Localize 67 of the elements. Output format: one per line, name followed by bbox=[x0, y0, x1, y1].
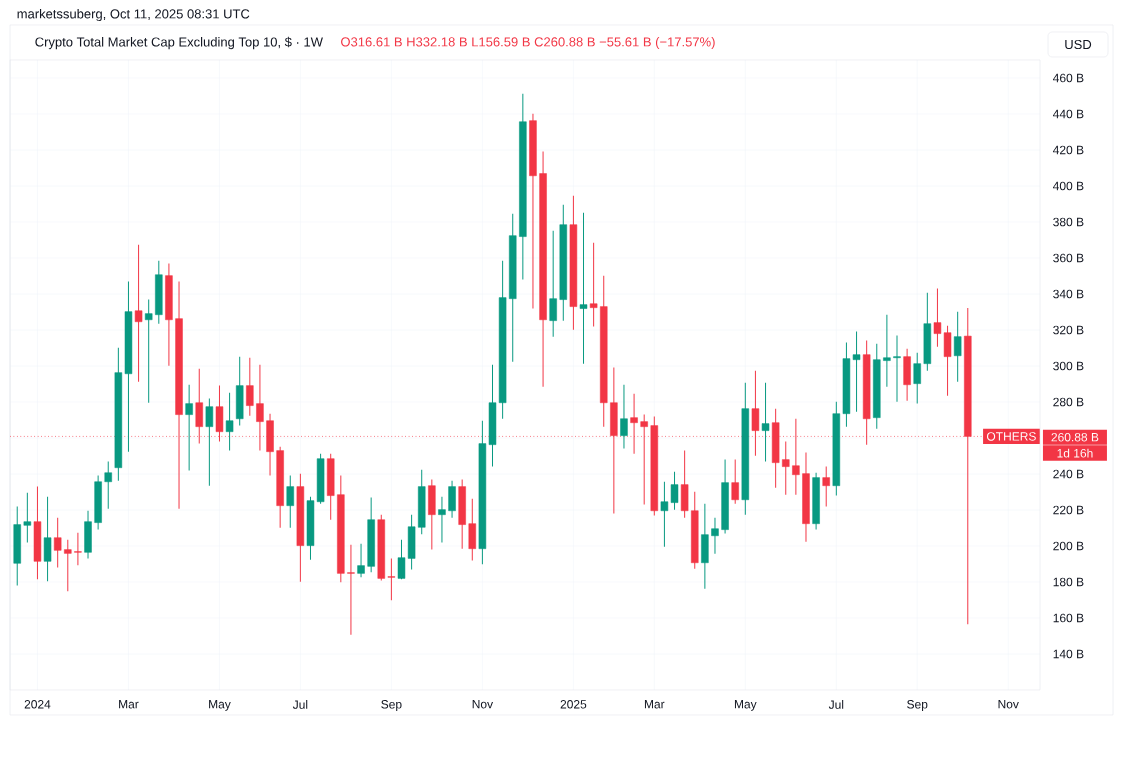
y-tick-label: 140 B bbox=[1053, 649, 1084, 659]
candlestick bbox=[913, 352, 921, 405]
y-axis-title: USD bbox=[1065, 39, 1092, 50]
candlestick bbox=[883, 314, 891, 388]
candlestick bbox=[104, 461, 112, 510]
candlestick bbox=[387, 558, 396, 601]
x-tick-label: May bbox=[209, 700, 231, 711]
candlestick bbox=[53, 517, 62, 568]
y-tick-label: 360 B bbox=[1053, 253, 1084, 263]
x-tick-label: Sep bbox=[381, 700, 402, 711]
y-tick-label: 440 B bbox=[1052, 109, 1084, 119]
candlestick bbox=[893, 335, 901, 403]
y-tick-label: 180 B bbox=[1053, 577, 1084, 587]
text: 1d 16h bbox=[1057, 448, 1093, 458]
candlestick bbox=[711, 517, 719, 555]
candlestick bbox=[579, 212, 588, 365]
candlestick bbox=[225, 392, 234, 452]
y-tick-label: 320 B bbox=[1053, 325, 1084, 335]
ref-line-label: OTHERS bbox=[986, 432, 1036, 441]
candlestick bbox=[549, 230, 557, 338]
candlestick bbox=[589, 242, 598, 328]
candlestick bbox=[782, 441, 790, 496]
x-tick-label: May bbox=[734, 700, 757, 711]
x-tick-label: 2025 bbox=[560, 700, 587, 709]
candlestick bbox=[144, 299, 153, 404]
candlestick bbox=[23, 492, 32, 543]
candlestick bbox=[347, 544, 355, 636]
candlestick bbox=[953, 311, 962, 383]
y-tick-label: 420 B bbox=[1052, 145, 1084, 155]
candlestick bbox=[134, 244, 143, 383]
y-tick-label: 220 B bbox=[1053, 505, 1084, 515]
candlestick bbox=[731, 459, 739, 505]
candlestick bbox=[205, 398, 214, 487]
candlestick bbox=[246, 357, 254, 417]
y-tick-label: 160 B bbox=[1053, 613, 1084, 623]
candlestick bbox=[438, 496, 446, 544]
y-tick-label: 200 B bbox=[1053, 541, 1084, 551]
chart-subtitle: O316.61 B H332.18 B L156.59 B C260.88 B −55.61 B (−17.57%) bbox=[341, 36, 715, 50]
candlestick bbox=[195, 368, 203, 445]
candlestick bbox=[43, 496, 52, 582]
x-tick-label: Nov bbox=[998, 700, 1019, 709]
chart-title: Crypto Total Market Cap Excluding Top 10, $ · 1W bbox=[35, 36, 323, 50]
candlestick bbox=[74, 532, 82, 566]
candlestick bbox=[357, 543, 365, 578]
candlestick bbox=[185, 384, 193, 472]
y-tick-label: 380 B bbox=[1053, 217, 1084, 227]
y-tick-label: 280 B bbox=[1053, 397, 1084, 407]
text: 260.88 B bbox=[1051, 432, 1099, 442]
candlestick bbox=[630, 393, 638, 455]
y-tick-label: 340 B bbox=[1053, 289, 1084, 299]
x-tick-label: Mar bbox=[119, 700, 139, 709]
x-tick-label: Jul bbox=[828, 700, 844, 709]
y-tick-label: 460 B bbox=[1052, 73, 1084, 83]
y-tick-label: 400 B bbox=[1052, 181, 1084, 191]
candlestick bbox=[620, 384, 628, 450]
candlestick bbox=[761, 382, 770, 463]
candlestick bbox=[64, 539, 72, 592]
x-tick-label: Jul bbox=[292, 700, 308, 709]
y-tick-label: 300 B bbox=[1053, 361, 1084, 371]
x-tick-label: Sep bbox=[907, 700, 928, 711]
x-tick-label: 2024 bbox=[24, 700, 51, 709]
candlestick bbox=[286, 475, 294, 529]
x-tick-label: Nov bbox=[472, 700, 494, 709]
text: marketssuberg, Oct 11, 2025 08:31 UTC bbox=[17, 8, 250, 22]
candlestick bbox=[822, 466, 830, 508]
y-tick-label: 240 B bbox=[1053, 469, 1084, 479]
x-tick-label: Mar bbox=[644, 700, 665, 709]
